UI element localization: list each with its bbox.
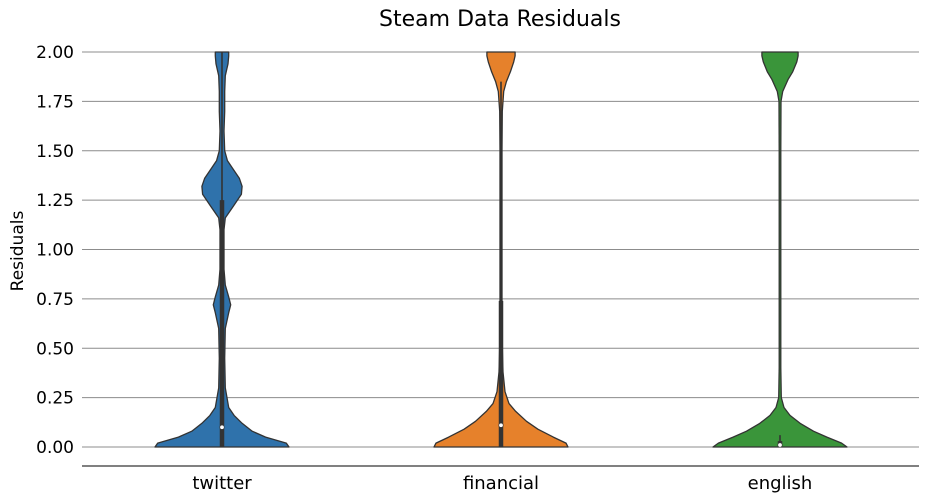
y-tick-label: 1.00 — [36, 241, 74, 261]
x-tick-label: financial — [463, 473, 539, 494]
chart-title: Steam Data Residuals — [379, 7, 621, 32]
violin-twitter — [154, 51, 290, 448]
violins — [154, 51, 848, 448]
y-tick-label: 0.50 — [36, 339, 74, 359]
y-tick-labels: 0.00 0.25 0.50 0.75 1.00 1.25 1.50 1.75 2.00 — [36, 43, 74, 458]
x-tick-label: english — [748, 473, 813, 494]
y-tick-label: 0.75 — [36, 290, 74, 310]
y-tick-label: 0.00 — [36, 438, 74, 458]
y-tick-label: 1.50 — [36, 142, 74, 162]
x-tick-labels: twitter financial english — [192, 473, 812, 494]
violin-median-dot — [219, 424, 225, 430]
y-axis-label: Residuals — [8, 211, 28, 292]
violin-financial — [433, 51, 569, 448]
violin-median-dot — [777, 442, 783, 448]
y-tick-label: 1.25 — [36, 191, 74, 211]
violin-english — [712, 51, 848, 448]
violin-median-dot — [498, 422, 504, 428]
y-tick-label: 0.25 — [36, 389, 74, 409]
x-tick-label: twitter — [192, 473, 252, 494]
y-tick-label: 2.00 — [36, 43, 74, 63]
violin-body — [712, 51, 848, 448]
y-tick-label: 1.75 — [36, 92, 74, 112]
